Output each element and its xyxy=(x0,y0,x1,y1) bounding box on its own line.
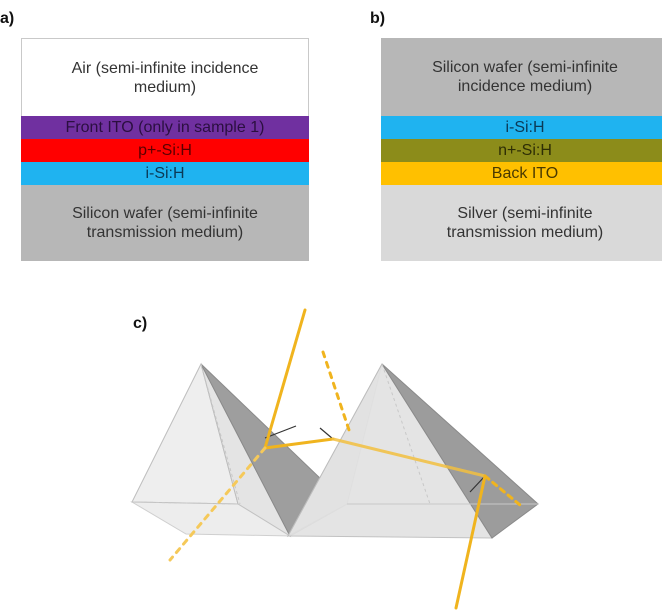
layer-silver: Silver (semi-infinite transmission mediu… xyxy=(381,185,662,261)
reflected-ray-upper xyxy=(321,350,351,432)
right-pyramid-hidden-edge xyxy=(381,363,431,505)
layer-front-ito-label: Front ITO (only in sample 1) xyxy=(65,119,265,136)
layer-silicon-wafer-b: Silicon wafer (semi-infinite incidence m… xyxy=(381,38,662,116)
layer-stack-a: Air (semi-infinite incidence medium) Fro… xyxy=(21,38,309,261)
normal-line-2 xyxy=(319,427,334,440)
internal-ray xyxy=(331,437,487,478)
layer-i-si-a: i-Si:H xyxy=(21,162,309,185)
left-pyramid-hidden-edge-1 xyxy=(200,363,241,505)
transmitted-ray-right xyxy=(483,474,522,507)
incident-ray xyxy=(263,308,335,450)
layer-i-si-b-label: i-Si:H xyxy=(505,119,545,136)
layer-p-si-label: p+-Si:H xyxy=(138,142,192,159)
panel-b-label: b) xyxy=(370,10,386,27)
pyramid-ray-diagram xyxy=(130,308,539,610)
transmitted-ray-left xyxy=(168,446,267,562)
layer-p-si: p+-Si:H xyxy=(21,139,309,162)
normal-line-3 xyxy=(469,475,486,493)
layer-i-si-b: i-Si:H xyxy=(381,116,662,139)
layer-back-ito: Back ITO xyxy=(381,162,662,185)
layer-n-si-label: n+-Si:H xyxy=(498,142,552,159)
layer-front-ito: Front ITO (only in sample 1) xyxy=(21,116,309,139)
light-rays xyxy=(168,308,522,610)
layer-silicon-wafer-a-line1: Silicon wafer (semi-infinite xyxy=(72,205,258,222)
layer-air: Air (semi-infinite incidence medium) xyxy=(21,38,309,116)
panel-c-label: c) xyxy=(133,315,148,332)
layer-i-si-a-label: i-Si:H xyxy=(145,165,185,182)
layer-silver-line1: Silver (semi-infinite xyxy=(457,205,593,222)
layer-silicon-wafer-b-line2: incidence medium) xyxy=(457,78,593,95)
layer-silicon-wafer-a-line2: transmission medium) xyxy=(86,224,244,241)
exit-ray xyxy=(454,474,487,610)
layer-silicon-wafer-b-line1: Silicon wafer (semi-infinite xyxy=(432,59,618,76)
layer-stack-b: Silicon wafer (semi-infinite incidence m… xyxy=(381,38,662,261)
layer-n-si: n+-Si:H xyxy=(381,139,662,162)
normal-line-1 xyxy=(264,425,297,439)
surface-normals xyxy=(264,425,486,493)
layer-air-label-line1: Air (semi-infinite incidence xyxy=(71,59,259,77)
layer-silver-line2: transmission medium) xyxy=(446,224,604,241)
left-pyramid xyxy=(130,362,348,538)
right-pyramid-right-face xyxy=(381,363,539,539)
right-pyramid xyxy=(286,363,539,539)
layer-air-label-line2: medium) xyxy=(133,78,197,96)
layer-silicon-wafer-a: Silicon wafer (semi-infinite transmissio… xyxy=(21,185,309,261)
panel-a-label: a) xyxy=(0,10,15,27)
layer-back-ito-label: Back ITO xyxy=(491,165,559,182)
